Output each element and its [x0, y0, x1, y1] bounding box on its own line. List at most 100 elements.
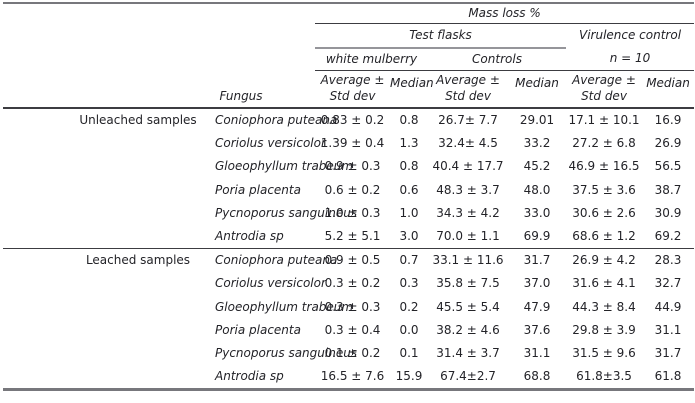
- value-cell: 47.9: [523, 299, 551, 314]
- group-label: Unleached samples: [79, 113, 197, 127]
- value-cell: 1.0: [399, 206, 419, 221]
- value-cell: 69.9: [523, 229, 551, 244]
- value-cell: 33.0: [523, 206, 551, 221]
- value-cell: 30.6 ± 2.6: [572, 206, 636, 221]
- value-cell: 31.4 ± 3.7: [436, 346, 500, 361]
- value-cell: 33.2: [523, 136, 551, 151]
- fungus-name: Coriolus versicolor: [215, 136, 326, 151]
- value-cell: 0.6: [399, 182, 419, 197]
- value-cell: 38.7: [654, 182, 682, 197]
- value-cell: 0.0: [399, 322, 419, 337]
- table-row: Pycnoporus sanguineus 0.1 ± 0.2 0.1 31.4 ± …: [3, 342, 694, 365]
- value-cell: 31.7: [654, 346, 682, 361]
- fungus-name: Gloeophyllum trabeum: [215, 159, 354, 174]
- value-cell: 0.7: [390, 248, 428, 273]
- table-header: Mass loss % Test flasks Virulence contro…: [3, 3, 695, 109]
- value-cell: 5.2 ± 5.1: [324, 229, 381, 244]
- value-cell: 33.1 ± 11.6: [428, 248, 508, 273]
- value-cell: 0.3 ± 0.2: [324, 276, 381, 291]
- value-cell: 69.2: [654, 229, 682, 244]
- avg-line1: Average ±: [572, 73, 636, 87]
- header-spacer: [3, 23, 315, 48]
- value-cell: 0.9 ± 0.3: [324, 159, 381, 174]
- avg-line1: Average ±: [436, 73, 500, 87]
- value-cell: 27.2 ± 6.8: [572, 136, 636, 151]
- value-cell: 0.1 ± 0.2: [324, 346, 381, 361]
- value-cell: 31.1: [654, 322, 682, 337]
- value-cell: 40.4 ± 17.7: [432, 159, 504, 174]
- value-cell: 30.9: [654, 206, 682, 221]
- white-mulberry-header: white mulberry: [315, 48, 428, 71]
- value-cell: 0.3 ± 0.4: [324, 322, 381, 337]
- header-row-title: Mass loss %: [3, 3, 695, 24]
- value-cell: 31.7: [508, 248, 566, 273]
- value-cell: 0.6 ± 0.2: [324, 182, 381, 197]
- value-cell: 26.9 ± 4.2: [566, 248, 642, 273]
- value-cell: 46.9 ± 16.5: [568, 159, 640, 174]
- wm-avg-header: Average ± Std dev: [315, 70, 390, 109]
- value-cell: 44.9: [654, 299, 682, 314]
- table-row: Coriolus versicolor 0.3 ± 0.2 0.3 35.8 ± 7.…: [3, 272, 694, 295]
- value-cell: 45.2: [523, 159, 551, 174]
- value-cell: 17.1 ± 10.1: [568, 113, 640, 127]
- table-row: Coriolus versicolor 1.39 ± 0.4 1.3 32.4± 4.…: [3, 132, 694, 155]
- value-cell: 0.9 ± 0.5: [315, 248, 390, 273]
- fungus-name: Antrodia sp: [215, 369, 284, 384]
- mass-loss-table: Mass loss % Test flasks Virulence contro…: [3, 2, 695, 392]
- fungus-name: Pycnoporus sanguineus: [215, 346, 358, 361]
- controls-avg-header: Average ± Std dev: [428, 70, 508, 109]
- value-cell: 16.5 ± 7.6: [320, 369, 385, 384]
- controls-header: Controls: [428, 48, 566, 71]
- value-cell: 67.4±2.7: [440, 369, 496, 384]
- value-cell: 37.5 ± 3.6: [572, 182, 636, 197]
- fungus-name: Coriolus versicolor: [215, 276, 326, 291]
- value-cell: 0.3: [399, 276, 419, 291]
- header-row-columns: Fungus Average ± Std dev Median Average …: [3, 70, 695, 109]
- header-spacer: [3, 48, 315, 70]
- table-row: Gloeophyllum trabeum 0.3 ± 0.3 0.2 45.5 ± 5…: [3, 295, 694, 318]
- value-cell: 31.1: [523, 346, 551, 361]
- table-row: Antrodia sp 5.2 ± 5.1 3.0 70.0 ± 1.1 69.9 68.…: [3, 225, 694, 249]
- fungus-name: Poria placenta: [215, 182, 301, 197]
- avg-line2: Std dev: [581, 89, 627, 103]
- table-row: Unleached samples Coniophora puteana 0.83 …: [3, 108, 694, 132]
- virulence-control-header: Virulence control n = 10: [566, 23, 695, 71]
- controls-median-header: Median: [508, 70, 566, 109]
- table-row: Pycnoporus sanguineus 1.0 ± 0.3 1.0 34.3 ± …: [3, 202, 694, 225]
- value-cell: 48.0: [523, 182, 551, 197]
- value-cell: 26.7± 7.7: [438, 113, 498, 127]
- value-cell: 70.0 ± 1.1: [436, 229, 500, 244]
- value-cell: 3.0: [399, 229, 419, 244]
- value-cell: 44.3 ± 8.4: [572, 299, 636, 314]
- value-cell: 32.7: [654, 276, 682, 291]
- fungus-name: Gloeophyllum trabeum: [215, 299, 354, 314]
- value-cell: 68.6 ± 1.2: [572, 229, 636, 244]
- mass-loss-title: Mass loss %: [315, 3, 695, 24]
- header-row-subsections: white mulberry Controls: [3, 48, 694, 71]
- value-cell: 0.83 ± 0.2: [320, 113, 385, 127]
- avg-line2: Std dev: [329, 89, 376, 103]
- value-cell: 26.9: [654, 136, 682, 151]
- table-row: Poria placenta 0.6 ± 0.2 0.6 48.3 ± 3.7 48.0…: [3, 179, 694, 202]
- virulence-control-label: Virulence control: [578, 27, 682, 42]
- value-cell: 61.8±3.5: [576, 369, 632, 384]
- value-cell: 0.8: [399, 113, 419, 127]
- value-cell: 61.8: [654, 369, 682, 384]
- table-row: Leached samples Coniophora puteana 0.9 ± 0…: [3, 248, 695, 390]
- value-cell: 31.6 ± 4.1: [572, 276, 636, 291]
- value-cell: 45.5 ± 5.4: [436, 299, 500, 314]
- value-cell: 35.8 ± 7.5: [436, 276, 500, 291]
- value-cell: 1.39 ± 0.4: [320, 136, 385, 151]
- value-cell: 16.9: [654, 113, 682, 127]
- virulence-n-label: n = 10: [609, 50, 651, 65]
- test-flasks-header: Test flasks: [315, 23, 566, 50]
- fungus-name: Pycnoporus sanguineus: [215, 206, 358, 221]
- avg-line1: Average ±: [320, 73, 385, 87]
- avg-line2: Std dev: [445, 89, 491, 103]
- value-cell: 48.3 ± 3.7: [436, 182, 500, 197]
- virulence-median-header: Median: [642, 70, 695, 109]
- table-row: Antrodia sp 16.5 ± 7.6 15.9 67.4±2.7 68.8 61.…: [3, 365, 694, 390]
- fungus-name: Coniophora puteana: [215, 113, 338, 127]
- value-cell: 34.3 ± 4.2: [436, 206, 500, 221]
- value-cell: 0.1: [399, 346, 419, 361]
